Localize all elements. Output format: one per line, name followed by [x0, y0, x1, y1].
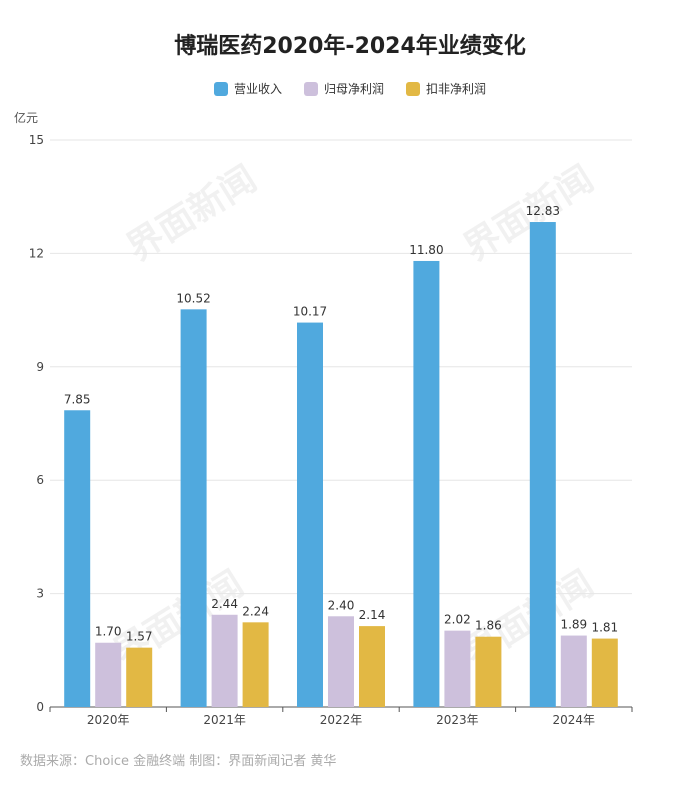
bar[interactable] — [328, 616, 354, 707]
data-label: 1.86 — [475, 619, 502, 633]
x-tick-label: 2020年 — [87, 713, 130, 727]
legend-swatch-net-profit — [303, 81, 318, 96]
data-label: 1.81 — [591, 621, 618, 635]
y-tick-label: 15 — [29, 133, 44, 147]
bar[interactable] — [475, 636, 502, 707]
data-label: 10.17 — [293, 305, 327, 319]
legend: 营业收入 归母净利润 扣非净利润 — [0, 80, 700, 97]
data-label: 2.24 — [242, 604, 269, 618]
data-label: 1.70 — [95, 625, 122, 639]
legend-label-revenue: 营业收入 — [233, 82, 282, 96]
data-label: 10.52 — [176, 291, 210, 305]
y-tick-label: 3 — [36, 587, 44, 601]
data-label: 2.44 — [211, 597, 238, 611]
legend-label-net-profit: 归母净利润 — [323, 82, 384, 96]
source-note: 数据来源：Choice 金融终端 制图：界面新闻记者 黄华 — [20, 754, 337, 769]
bar[interactable] — [529, 222, 556, 707]
legend-swatch-revenue — [213, 81, 228, 96]
bar[interactable] — [359, 626, 385, 707]
y-tick-label: 6 — [36, 473, 44, 487]
x-tick-label: 2022年 — [320, 713, 363, 727]
data-label: 2.02 — [444, 613, 471, 627]
bar[interactable] — [95, 642, 122, 707]
data-label: 1.57 — [126, 630, 153, 644]
y-axis-unit-label: 亿元 — [14, 111, 39, 125]
bar[interactable] — [297, 322, 323, 707]
data-label: 11.80 — [409, 243, 443, 257]
y-tick-label: 0 — [36, 700, 44, 714]
bar[interactable] — [126, 647, 153, 707]
x-tick-label: 2023年 — [436, 713, 479, 727]
chart-title: 博瑞医药2020年-2024年业绩变化 — [174, 34, 526, 59]
bar[interactable] — [560, 635, 587, 707]
y-tick-label: 9 — [36, 360, 44, 374]
bar[interactable] — [211, 614, 238, 707]
data-label: 7.85 — [64, 392, 91, 406]
bar[interactable] — [444, 630, 471, 707]
legend-item-net-profit[interactable]: 归母净利润 — [303, 80, 384, 97]
legend-swatch-deducted-profit — [406, 81, 420, 96]
bar[interactable] — [242, 622, 269, 707]
data-label: 12.83 — [526, 204, 560, 218]
legend-item-deducted-profit[interactable]: 扣非净利润 — [406, 80, 486, 97]
legend-item-revenue[interactable]: 营业收入 — [213, 80, 282, 97]
bar[interactable] — [591, 638, 618, 707]
y-tick-label: 12 — [29, 246, 44, 260]
x-tick-label: 2024年 — [553, 713, 596, 727]
bar[interactable] — [413, 260, 440, 707]
legend-label-deducted-profit: 扣非净利润 — [426, 82, 487, 96]
data-label: 2.40 — [328, 598, 355, 612]
data-label: 2.14 — [359, 608, 386, 622]
data-label: 1.89 — [560, 618, 587, 632]
bar[interactable] — [180, 309, 207, 707]
bar[interactable] — [64, 410, 91, 707]
x-tick-label: 2021年 — [203, 713, 246, 727]
